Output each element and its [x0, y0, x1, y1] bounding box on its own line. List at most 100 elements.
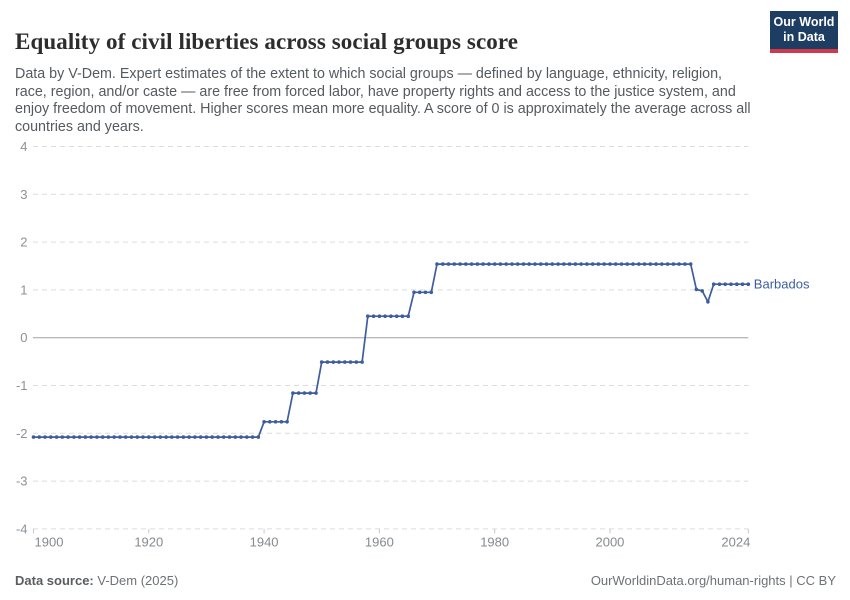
- data-point[interactable]: [579, 262, 583, 266]
- data-point[interactable]: [147, 435, 151, 439]
- data-point[interactable]: [383, 314, 387, 318]
- data-point[interactable]: [562, 262, 566, 266]
- data-point[interactable]: [596, 262, 601, 266]
- data-point[interactable]: [106, 435, 111, 439]
- data-point[interactable]: [435, 262, 439, 266]
- data-point[interactable]: [677, 262, 681, 266]
- data-point[interactable]: [233, 435, 238, 439]
- data-point[interactable]: [210, 435, 214, 439]
- data-point[interactable]: [95, 435, 99, 439]
- data-point[interactable]: [746, 282, 751, 286]
- data-point[interactable]: [706, 300, 710, 304]
- data-point[interactable]: [83, 435, 88, 439]
- data-point[interactable]: [273, 420, 278, 424]
- data-point[interactable]: [291, 391, 295, 395]
- data-point[interactable]: [700, 289, 704, 293]
- data-point[interactable]: [181, 435, 186, 439]
- data-point[interactable]: [100, 435, 105, 439]
- data-point[interactable]: [221, 435, 226, 439]
- data-point[interactable]: [717, 282, 722, 286]
- data-point[interactable]: [343, 360, 347, 364]
- data-point[interactable]: [544, 262, 549, 266]
- data-point[interactable]: [452, 262, 457, 266]
- data-point[interactable]: [573, 262, 578, 266]
- data-point[interactable]: [660, 262, 664, 266]
- data-point[interactable]: [49, 435, 53, 439]
- data-point[interactable]: [740, 282, 745, 286]
- data-point[interactable]: [118, 435, 122, 439]
- data-point[interactable]: [37, 435, 42, 439]
- data-point[interactable]: [464, 262, 468, 266]
- chart-area[interactable]: 4 3 2 1 0 -1 -2 -3 -4 1900 1920 1940 1960 1980 2000 202…: [0, 130, 850, 560]
- data-point[interactable]: [135, 435, 140, 439]
- data-point[interactable]: [394, 314, 399, 318]
- data-point[interactable]: [400, 314, 405, 318]
- data-point[interactable]: [665, 262, 670, 266]
- data-point[interactable]: [31, 435, 36, 439]
- data-point[interactable]: [585, 262, 589, 266]
- data-point[interactable]: [170, 435, 174, 439]
- data-point[interactable]: [671, 262, 676, 266]
- data-point[interactable]: [239, 435, 243, 439]
- data-point[interactable]: [417, 290, 422, 295]
- data-point[interactable]: [481, 262, 485, 266]
- data-point[interactable]: [43, 435, 47, 439]
- data-point[interactable]: [683, 262, 687, 266]
- data-point[interactable]: [129, 435, 134, 439]
- data-point[interactable]: [642, 262, 647, 266]
- data-point[interactable]: [302, 391, 307, 395]
- data-point[interactable]: [285, 420, 289, 424]
- data-point[interactable]: [158, 435, 163, 439]
- data-point[interactable]: [550, 262, 555, 266]
- data-point[interactable]: [164, 435, 168, 439]
- data-point[interactable]: [123, 435, 128, 439]
- data-point[interactable]: [654, 262, 658, 266]
- data-point[interactable]: [735, 282, 739, 286]
- data-point[interactable]: [412, 290, 416, 295]
- data-point[interactable]: [112, 435, 116, 439]
- data-point[interactable]: [556, 262, 560, 266]
- data-point[interactable]: [337, 360, 341, 364]
- data-point[interactable]: [475, 262, 480, 266]
- data-point[interactable]: [458, 262, 462, 266]
- data-point[interactable]: [66, 435, 70, 439]
- data-point[interactable]: [539, 262, 543, 266]
- data-point[interactable]: [429, 290, 434, 295]
- data-point[interactable]: [296, 391, 301, 395]
- data-point[interactable]: [613, 262, 618, 266]
- data-point[interactable]: [54, 435, 59, 439]
- data-point[interactable]: [279, 420, 284, 424]
- data-point[interactable]: [141, 435, 145, 439]
- data-point[interactable]: [423, 290, 428, 295]
- data-point[interactable]: [268, 420, 272, 424]
- data-point[interactable]: [590, 262, 595, 266]
- data-point[interactable]: [469, 262, 474, 266]
- data-point[interactable]: [77, 435, 82, 439]
- data-point[interactable]: [515, 262, 520, 266]
- data-point[interactable]: [446, 262, 451, 266]
- data-point[interactable]: [723, 282, 727, 286]
- data-point[interactable]: [354, 360, 359, 364]
- data-point[interactable]: [441, 262, 445, 266]
- data-point[interactable]: [711, 282, 716, 286]
- data-point[interactable]: [198, 435, 203, 439]
- data-point[interactable]: [360, 360, 364, 364]
- data-point[interactable]: [204, 435, 209, 439]
- data-point[interactable]: [308, 391, 313, 395]
- data-point[interactable]: [256, 435, 261, 439]
- data-point[interactable]: [348, 360, 353, 364]
- data-point[interactable]: [567, 262, 572, 266]
- data-point[interactable]: [366, 314, 370, 318]
- data-point[interactable]: [319, 360, 324, 364]
- data-point[interactable]: [187, 435, 191, 439]
- data-point[interactable]: [608, 262, 612, 266]
- citation-url[interactable]: OurWorldinData.org/human-rights: [590, 573, 786, 588]
- data-point[interactable]: [250, 435, 255, 439]
- series-line[interactable]: [33, 263, 749, 438]
- data-point[interactable]: [175, 435, 180, 439]
- data-point[interactable]: [602, 262, 606, 266]
- data-point[interactable]: [533, 262, 537, 266]
- data-point[interactable]: [498, 262, 503, 266]
- data-point[interactable]: [60, 435, 65, 439]
- data-point[interactable]: [492, 262, 497, 266]
